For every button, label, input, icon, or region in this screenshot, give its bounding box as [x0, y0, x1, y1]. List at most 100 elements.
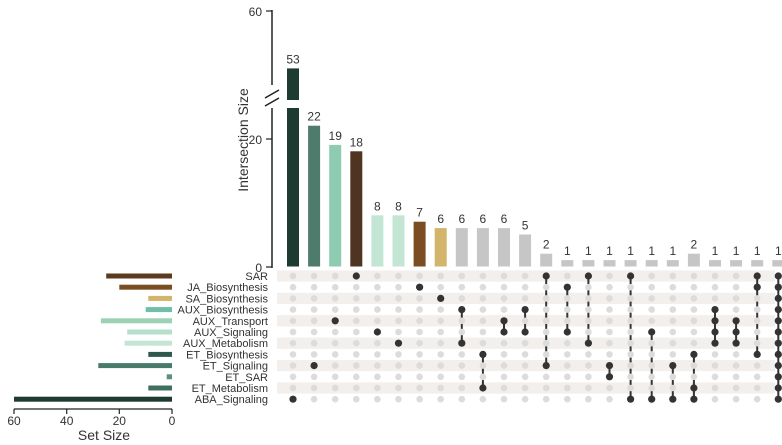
matrix-dot-inactive [564, 295, 571, 302]
matrix-dot-inactive [331, 328, 339, 336]
matrix-dot-inactive [669, 295, 677, 302]
matrix-dot-inactive [711, 373, 719, 381]
matrix-dot-inactive [627, 362, 634, 369]
y-axis-break-mark-bottom [264, 97, 280, 107]
matrix-dot-active [542, 272, 550, 280]
matrix-dot-inactive [310, 339, 318, 347]
intersection-bar [540, 253, 553, 267]
matrix-dot-inactive [395, 295, 402, 302]
matrix-dot-active [774, 317, 782, 325]
intersection-value-label: 5 [522, 219, 529, 233]
matrix-dot-active [774, 283, 782, 291]
matrix-dot-inactive [648, 384, 655, 392]
intersection-bar [434, 228, 447, 267]
matrix-dot-inactive [310, 351, 318, 358]
matrix-dot-inactive [395, 373, 402, 381]
intersection-bar [455, 228, 468, 267]
matrix-dot-active [627, 272, 635, 280]
matrix-dot-inactive [564, 339, 571, 347]
matrix-dot-inactive [374, 351, 381, 358]
matrix-dot-inactive [458, 373, 466, 381]
set-size-bar [145, 307, 172, 313]
intersection-value-label: 22 [307, 110, 321, 124]
matrix-dot-inactive [479, 295, 487, 302]
matrix-dot-inactive [585, 384, 592, 392]
set-size-bar [127, 329, 172, 335]
intersection-bar [730, 260, 743, 267]
intersection-value-label: 1 [733, 244, 740, 258]
matrix-dot-inactive [395, 306, 402, 313]
set-name-label: SAR [245, 271, 268, 283]
matrix-dot-active [711, 339, 719, 347]
matrix-dot-inactive [648, 272, 655, 280]
matrix-dot-inactive [564, 272, 571, 280]
matrix-dot-inactive [732, 373, 740, 381]
matrix-dot-inactive [542, 317, 550, 325]
matrix-dot-inactive [585, 317, 592, 325]
intersection-bar [772, 260, 782, 267]
intersection-bar [329, 144, 342, 267]
matrix-dot-inactive [690, 272, 698, 280]
matrix-dot-inactive [374, 283, 381, 291]
matrix-dot-inactive [521, 395, 529, 403]
matrix-dot-inactive [521, 317, 529, 325]
matrix-dot-inactive [310, 373, 318, 381]
matrix-dot-inactive [479, 306, 487, 313]
intersection-value-label: 6 [480, 212, 487, 226]
matrix-dot-inactive [585, 295, 592, 302]
matrix-dot-inactive [289, 306, 297, 313]
matrix-dot-inactive [711, 295, 719, 302]
matrix-dot-inactive [353, 295, 360, 302]
matrix-dot-inactive [564, 306, 571, 313]
matrix-dot-inactive [458, 295, 466, 302]
matrix-dot-active [437, 294, 445, 302]
matrix-dot-inactive [627, 384, 634, 392]
matrix-dot-inactive [669, 373, 677, 381]
matrix-dot-inactive [521, 339, 529, 347]
set-size-bar [148, 385, 172, 391]
matrix-dot-inactive [416, 339, 423, 347]
matrix-dot-inactive [732, 272, 740, 280]
matrix-dot-inactive [437, 384, 445, 392]
matrix-dot-inactive [310, 272, 318, 280]
matrix-dot-inactive [648, 317, 655, 325]
matrix-dot-active [521, 328, 529, 336]
matrix-dot-active [753, 350, 761, 358]
matrix-dot-inactive [416, 395, 423, 403]
intersection-bar [666, 260, 679, 267]
matrix-dot-inactive [416, 384, 423, 392]
matrix-dot-inactive [416, 373, 423, 381]
matrix-dot-inactive [606, 306, 613, 313]
intersection-matrix [289, 272, 782, 403]
matrix-dot-inactive [331, 395, 339, 403]
matrix-dot-inactive [732, 384, 740, 392]
matrix-dot-inactive [374, 295, 381, 302]
matrix-dot-inactive [753, 306, 761, 313]
matrix-dot-inactive [500, 272, 508, 280]
matrix-dot-inactive [564, 395, 571, 403]
matrix-dot-inactive [353, 395, 360, 403]
intersection-bars [287, 68, 782, 267]
set-name-label: SA_Biosynthesis [185, 293, 268, 305]
matrix-dot-active [669, 395, 677, 403]
matrix-dot-active [690, 384, 698, 392]
matrix-dot-inactive [289, 317, 297, 325]
matrix-dot-inactive [564, 362, 571, 369]
matrix-dot-inactive [627, 306, 634, 313]
intersection-bar [709, 260, 721, 267]
matrix-dot-inactive [331, 283, 339, 291]
set-name-label: AUX_Biosynthesis [178, 305, 269, 317]
matrix-dot-inactive [479, 283, 487, 291]
matrix-dot-active [627, 395, 635, 403]
matrix-dot-inactive [606, 395, 613, 403]
matrix-dot-active [648, 395, 656, 403]
matrix-dot-inactive [585, 328, 592, 336]
matrix-dot-inactive [690, 295, 698, 302]
matrix-dot-inactive [310, 306, 318, 313]
matrix-dot-active [732, 339, 740, 347]
matrix-dot-inactive [585, 395, 592, 403]
intersection-bar [624, 260, 637, 267]
matrix-dot-inactive [711, 362, 719, 369]
matrix-dot-inactive [310, 384, 318, 392]
matrix-dot-active [774, 362, 782, 370]
